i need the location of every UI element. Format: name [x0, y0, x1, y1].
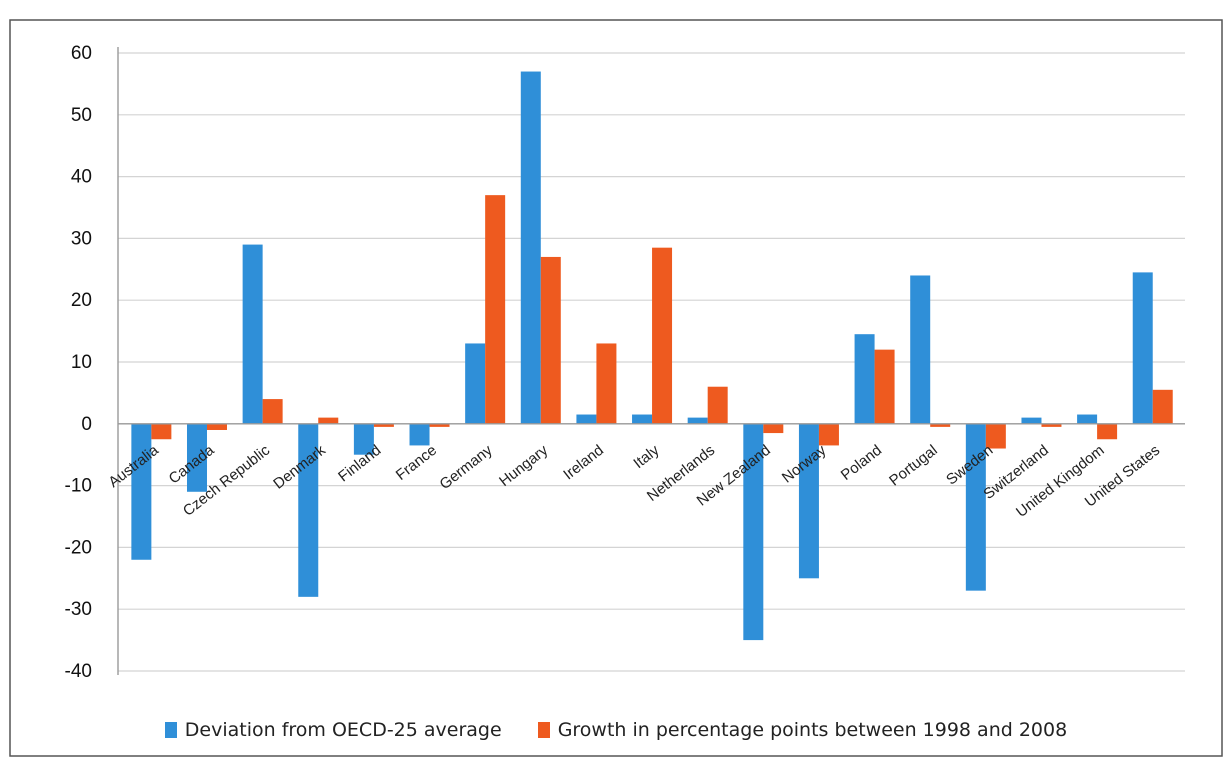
bar-deviation-portugal: [910, 275, 931, 424]
chart-border: [9, 19, 1223, 757]
bar-growth-czech-republic: [262, 399, 283, 424]
bar-growth-germany: [485, 195, 506, 424]
bar-deviation-czech-republic: [242, 244, 263, 424]
bar-deviation-netherlands: [687, 417, 708, 424]
bar-growth-italy: [652, 247, 673, 424]
bar-growth-switzerland: [1041, 423, 1062, 427]
legend-item-series-2: Growth in percentage points between 1998…: [537, 719, 1068, 741]
bar-deviation-united-kingdom: [1077, 414, 1098, 424]
y-tick-label: 40: [71, 167, 92, 188]
y-tick-label: 10: [71, 352, 92, 373]
bar-deviation-australia: [131, 423, 152, 560]
bar-growth-netherlands: [707, 386, 728, 424]
bar-deviation-canada: [186, 423, 207, 492]
y-tick-label: -20: [65, 537, 92, 558]
legend-swatch-series-2: [537, 722, 550, 738]
y-tick-label: 30: [71, 228, 92, 249]
bar-deviation-switzerland: [1021, 417, 1042, 424]
category-label: Portugal: [886, 442, 940, 490]
y-tick-label: 20: [71, 290, 92, 311]
legend-swatch-series-1: [164, 722, 177, 738]
bar-deviation-poland: [854, 334, 875, 424]
bar-growth-united-kingdom: [1097, 423, 1118, 440]
bar-growth-canada: [206, 423, 227, 430]
legend-label-series-1: Deviation from OECD-25 average: [184, 719, 502, 741]
bar-deviation-sweden: [965, 423, 986, 591]
bar-deviation-ireland: [576, 414, 597, 424]
y-tick-label: -10: [65, 476, 92, 497]
category-label: Hungary: [496, 441, 552, 490]
bar-growth-sweden: [985, 423, 1006, 449]
category-label: Ireland: [560, 442, 607, 484]
bar-growth-finland: [373, 423, 394, 427]
bar-deviation-france: [409, 423, 430, 446]
bar-deviation-finland: [353, 423, 374, 455]
category-label: France: [393, 442, 440, 484]
bar-deviation-hungary: [520, 71, 541, 424]
bar-deviation-united-states: [1132, 272, 1153, 424]
bar-growth-france: [429, 423, 450, 427]
y-tick-label: 0: [81, 414, 92, 435]
legend: Deviation from OECD-25 average Growth in…: [0, 712, 1232, 748]
y-tick-label: 60: [71, 43, 92, 64]
bar-deviation-germany: [465, 343, 486, 424]
bar-growth-portugal: [930, 423, 951, 427]
bar-growth-australia: [151, 423, 172, 440]
bar-growth-united-states: [1152, 389, 1173, 424]
category-label: Poland: [838, 442, 885, 484]
bar-deviation-new-zealand: [743, 423, 764, 641]
legend-item-series-1: Deviation from OECD-25 average: [164, 719, 502, 741]
bar-growth-ireland: [596, 343, 617, 424]
y-tick-label: 50: [71, 105, 92, 126]
bar-growth-denmark: [318, 417, 339, 424]
bar-deviation-norway: [798, 423, 819, 579]
y-tick-label: -30: [65, 599, 92, 620]
bar-growth-new-zealand: [763, 423, 784, 434]
bar-deviation-italy: [632, 414, 653, 424]
bar-growth-norway: [818, 423, 839, 446]
bar-growth-hungary: [540, 256, 561, 424]
bar-deviation-denmark: [298, 423, 319, 597]
legend-label-series-2: Growth in percentage points between 1998…: [557, 719, 1068, 741]
y-tick-label: -40: [65, 661, 92, 682]
bar-growth-poland: [874, 349, 895, 424]
category-label: Italy: [630, 441, 663, 472]
